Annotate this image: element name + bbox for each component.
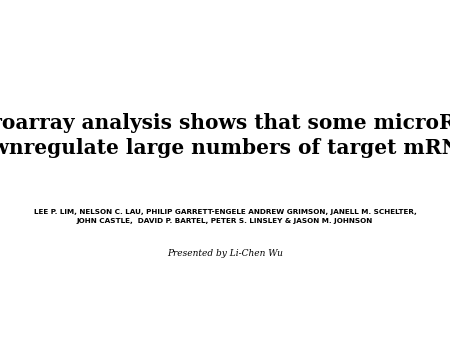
Text: Microarray analysis shows that some microRNAs
downregulate large numbers of targ: Microarray analysis shows that some micr…	[0, 113, 450, 158]
Text: LEE P. LIM, NELSON C. LAU, PHILIP GARRETT-ENGELE ANDREW GRIMSON, JANELL M. SCHEL: LEE P. LIM, NELSON C. LAU, PHILIP GARRET…	[34, 209, 416, 224]
Text: Presented by Li-Chen Wu: Presented by Li-Chen Wu	[167, 249, 283, 258]
